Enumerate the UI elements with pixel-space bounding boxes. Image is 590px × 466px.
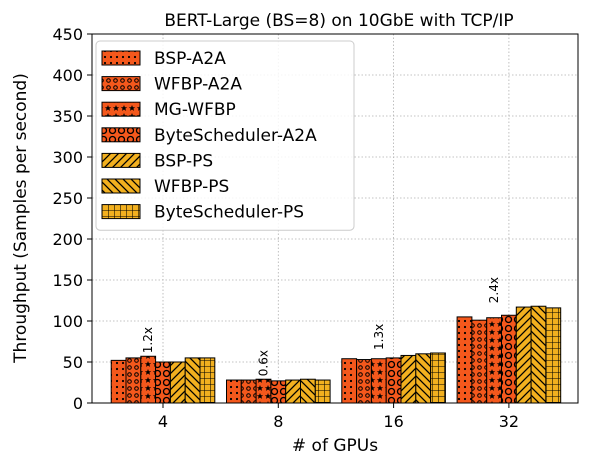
legend-entry: ByteScheduler-PS bbox=[101, 203, 304, 223]
y-tick-label: 350 bbox=[52, 107, 83, 126]
y-tick-label: 400 bbox=[52, 66, 83, 85]
y-tick-label: 50 bbox=[63, 353, 83, 372]
legend-box bbox=[95, 40, 355, 231]
y-axis-label: Throughput (Samples per second) bbox=[11, 73, 31, 364]
bar-wfbp-a2a-16 bbox=[356, 359, 372, 404]
bar-wfbp-ps-4 bbox=[184, 357, 201, 404]
bar-bytescheduler-a2a-8 bbox=[270, 380, 287, 404]
speedup-annotation: 0.6x bbox=[257, 350, 271, 376]
speedup-annotation: 1.3x bbox=[372, 324, 386, 350]
bar-bytescheduler-a2a-4 bbox=[155, 361, 171, 404]
legend-label: BSP-PS bbox=[154, 151, 213, 171]
legend-entry: WFBP-A2A bbox=[101, 75, 242, 95]
bar-wfbp-ps-8 bbox=[300, 378, 316, 404]
y-tick-label: 0 bbox=[73, 394, 83, 413]
legend-label: WFBP-PS bbox=[154, 177, 229, 197]
legend-label: WFBP-A2A bbox=[154, 75, 242, 95]
y-tick-label: 200 bbox=[52, 230, 83, 249]
y-tick-label: 150 bbox=[52, 271, 83, 290]
legend-entry: BSP-PS bbox=[101, 151, 213, 171]
y-tick-label: 250 bbox=[52, 189, 83, 208]
bar-mg-wfbp-16 bbox=[370, 358, 387, 404]
bar-bsp-a2a-16 bbox=[341, 358, 358, 404]
plot-frame bbox=[91, 33, 579, 404]
bar-bsp-ps-32 bbox=[515, 306, 532, 404]
bar-bsp-a2a-8 bbox=[226, 379, 242, 404]
legend-label: ByteScheduler-PS bbox=[154, 203, 304, 223]
bar-bsp-ps-16 bbox=[400, 354, 417, 404]
bar-bytescheduler-ps-4 bbox=[199, 357, 216, 404]
bar-bytescheduler-ps-8 bbox=[314, 379, 331, 404]
x-tick-label: 16 bbox=[383, 412, 403, 431]
bar-bsp-a2a-32 bbox=[456, 316, 473, 404]
bar-wfbp-a2a-4 bbox=[125, 357, 142, 404]
x-tick-label: 32 bbox=[499, 412, 519, 431]
bar-bytescheduler-a2a-16 bbox=[385, 357, 402, 404]
legend: BSP-A2A WFBP-A2A MG-WFBP ByteScheduler-A2A B… bbox=[95, 40, 355, 231]
bar-wfbp-a2a-8 bbox=[240, 379, 257, 404]
x-axis-label: # of GPUs bbox=[292, 436, 378, 456]
bar-mg-wfbp-8 bbox=[255, 378, 272, 404]
bar-wfbp-a2a-32 bbox=[471, 319, 488, 404]
bar-bsp-a2a-4 bbox=[110, 359, 127, 404]
y-tick-label: 450 bbox=[52, 25, 83, 44]
bar-bytescheduler-ps-16 bbox=[430, 352, 446, 404]
bar-wfbp-ps-16 bbox=[415, 353, 432, 404]
legend-entry: ByteScheduler-A2A bbox=[101, 126, 317, 146]
bar-mg-wfbp-32 bbox=[486, 317, 503, 404]
y-tick-label: 300 bbox=[52, 148, 83, 167]
speedup-annotation: 2.4x bbox=[487, 277, 501, 303]
bar-bsp-ps-4 bbox=[169, 361, 186, 404]
x-tick-label: 8 bbox=[273, 412, 283, 431]
y-tick-label: 100 bbox=[52, 312, 83, 331]
chart-title: BERT-Large (BS=8) on 10GbE with TCP/IP bbox=[164, 11, 513, 31]
bar-mg-wfbp-4 bbox=[140, 355, 157, 404]
legend-entry: WFBP-PS bbox=[101, 177, 229, 197]
x-tick-label: 4 bbox=[158, 412, 168, 431]
legend-label: BSP-A2A bbox=[154, 49, 226, 69]
bar-bytescheduler-a2a-32 bbox=[501, 314, 517, 404]
legend-entry: BSP-A2A bbox=[101, 49, 226, 69]
bar-bytescheduler-ps-32 bbox=[545, 307, 562, 404]
legend-label: MG-WFBP bbox=[154, 100, 236, 120]
legend-label: ByteScheduler-A2A bbox=[154, 126, 317, 146]
legend-entry: MG-WFBP bbox=[101, 100, 236, 120]
bar-bsp-ps-8 bbox=[285, 379, 302, 404]
bar-wfbp-ps-32 bbox=[530, 305, 547, 404]
speedup-annotation: 1.2x bbox=[141, 327, 155, 353]
